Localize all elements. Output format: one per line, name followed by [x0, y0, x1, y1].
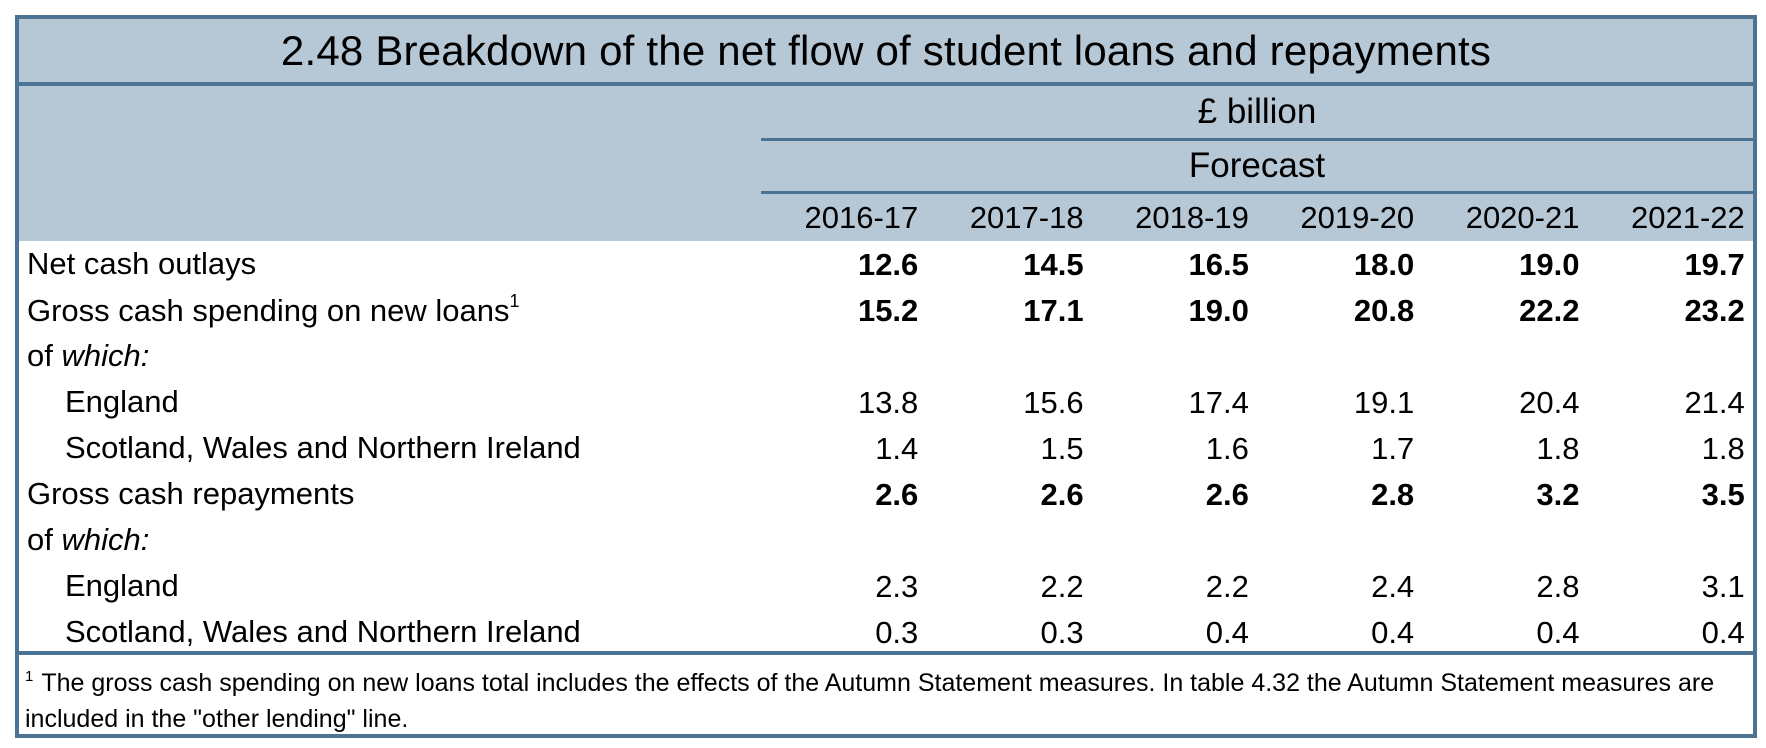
- row-label: Gross cash repayments: [27, 476, 355, 511]
- row-label: Net cash outlays: [27, 246, 257, 281]
- footnote: 1 The gross cash spending on new loans to…: [19, 651, 1753, 734]
- cell: 0.4: [1701, 614, 1745, 650]
- cell: 13.8: [857, 384, 919, 420]
- header-divider: [761, 138, 1753, 141]
- cell: 1.4: [875, 430, 919, 466]
- cell: 2.4: [1371, 568, 1415, 604]
- column-header: 2019-20: [1300, 200, 1415, 235]
- row-label: England: [65, 568, 179, 603]
- row-label: Scotland, Wales and Northern Ireland: [65, 430, 581, 465]
- header-divider: [761, 191, 1753, 194]
- table-body: Net cash outlays 12.6 14.5 16.5 18.0 19.…: [19, 241, 1753, 655]
- cell: 21.4: [1684, 384, 1745, 420]
- footnote-marker: 1: [25, 668, 34, 685]
- cell: 15.6: [1023, 384, 1084, 420]
- cell: 2.6: [875, 476, 919, 512]
- table-row-swni-repayments: Scotland, Wales and Northern Ireland 0.3…: [19, 609, 1753, 655]
- table-row-of-which: of which:: [19, 517, 1753, 563]
- table-row-england-repayments: England 2.3 2.2 2.2 2.4 2.8 3.1: [19, 563, 1753, 609]
- column-header: 2021-22: [1631, 200, 1745, 235]
- cell: 3.5: [1701, 476, 1745, 512]
- table-row-of-which: of which:: [19, 333, 1753, 379]
- cell: 19.0: [1188, 292, 1249, 328]
- cell: 19.0: [1519, 246, 1580, 282]
- table-row-net-cash-outlays: Net cash outlays 12.6 14.5 16.5 18.0 19.…: [19, 241, 1753, 287]
- row-label: of which:: [19, 522, 761, 558]
- cell: 20.4: [1519, 384, 1580, 420]
- cell: 18.0: [1353, 246, 1415, 282]
- table-row-swni-spending: Scotland, Wales and Northern Ireland 1.4…: [19, 425, 1753, 471]
- column-header: 2017-18: [969, 200, 1084, 235]
- footnote-text: The gross cash spending on new loans tot…: [25, 669, 1715, 733]
- cell: 2.3: [875, 568, 919, 604]
- cell: 0.4: [1371, 614, 1415, 650]
- row-label-text: Gross cash spending on new loans: [27, 293, 510, 328]
- cell: 3.2: [1536, 476, 1580, 512]
- column-header: 2016-17: [804, 200, 919, 235]
- row-label-prefix: of: [27, 338, 62, 373]
- row-label-italic: which:: [61, 522, 150, 557]
- cell: 0.4: [1205, 614, 1249, 650]
- cell: 1.8: [1701, 430, 1745, 466]
- cell: 17.1: [1023, 292, 1084, 328]
- cell: 19.7: [1684, 246, 1745, 282]
- cell: 0.3: [1040, 614, 1084, 650]
- footnote-ref: 1: [509, 291, 520, 311]
- year-columns: 2016-17 2017-18 2018-19 2019-20 2020-21 …: [761, 194, 1753, 241]
- row-label-prefix: of: [27, 522, 62, 557]
- table-frame: 2.48 Breakdown of the net flow of studen…: [15, 15, 1757, 738]
- cell: 14.5: [1023, 246, 1084, 282]
- cell: 23.2: [1684, 292, 1745, 328]
- row-label-italic: which:: [61, 338, 150, 373]
- cell: 2.8: [1536, 568, 1580, 604]
- cell: 1.5: [1040, 430, 1084, 466]
- row-label: Gross cash spending on new loans1: [19, 291, 761, 329]
- cell: 1.8: [1536, 430, 1580, 466]
- cell: 2.6: [1040, 476, 1084, 512]
- cell: 22.2: [1519, 292, 1580, 328]
- cell: 16.5: [1188, 246, 1249, 282]
- cell: 2.2: [1040, 568, 1084, 604]
- table-row-gross-cash-spending: Gross cash spending on new loans1 15.2 1…: [19, 287, 1753, 333]
- cell: 0.4: [1536, 614, 1580, 650]
- cell: 1.7: [1371, 430, 1415, 466]
- column-header: 2018-19: [1135, 200, 1249, 235]
- cell: 15.2: [857, 292, 919, 328]
- table-row-gross-cash-repayments: Gross cash repayments 2.6 2.6 2.6 2.8 3.…: [19, 471, 1753, 517]
- row-label: Scotland, Wales and Northern Ireland: [65, 614, 581, 649]
- table-row-england-spending: England 13.8 15.6 17.4 19.1 20.4 21.4: [19, 379, 1753, 425]
- cell: 2.6: [1205, 476, 1249, 512]
- column-header: 2020-21: [1465, 200, 1580, 235]
- cell: 0.3: [875, 614, 919, 650]
- cell: 2.8: [1371, 476, 1415, 512]
- cell: 2.2: [1205, 568, 1249, 604]
- cell: 19.1: [1353, 384, 1415, 420]
- cell: 20.8: [1353, 292, 1415, 328]
- cell: 1.6: [1205, 430, 1249, 466]
- cell: 17.4: [1188, 384, 1249, 420]
- forecast-label: Forecast: [1188, 146, 1326, 185]
- units-label: £ billion: [1197, 92, 1317, 131]
- cell: 3.1: [1701, 568, 1745, 604]
- table-header: £ billion Forecast 2016-17 2017-18 2018-…: [19, 86, 1753, 241]
- cell: 12.6: [857, 246, 919, 282]
- row-label: of which:: [19, 338, 761, 374]
- row-label: England: [65, 384, 179, 419]
- table-title: 2.48 Breakdown of the net flow of studen…: [19, 19, 1753, 86]
